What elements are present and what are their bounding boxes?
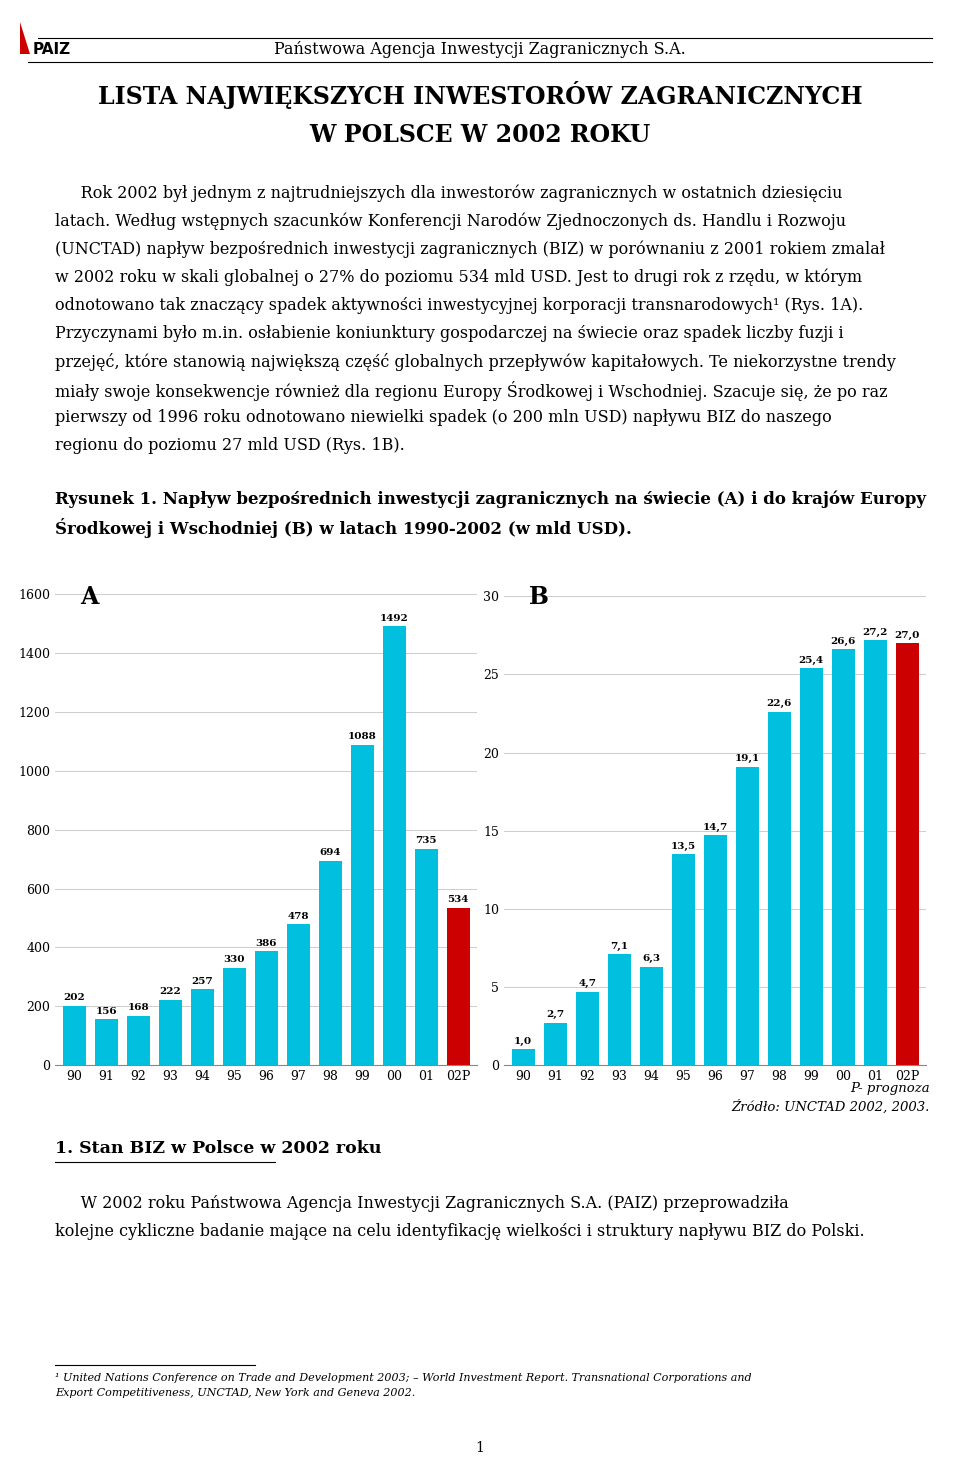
- Bar: [896, 644, 919, 1064]
- Text: A: A: [81, 585, 99, 608]
- Text: odnotowano tak znaczący spadek aktywności inwestycyjnej korporacji transnarodowy: odnotowano tak znaczący spadek aktywnośc…: [55, 298, 863, 314]
- Text: 1. Stan BIZ w Polsce w 2002 roku: 1. Stan BIZ w Polsce w 2002 roku: [55, 1141, 381, 1157]
- Text: 1492: 1492: [380, 614, 409, 623]
- Bar: [576, 991, 599, 1064]
- Text: 202: 202: [63, 992, 85, 1003]
- Text: B: B: [529, 585, 549, 608]
- Text: P- prognoza: P- prognoza: [851, 1082, 930, 1095]
- Bar: [704, 836, 727, 1064]
- Bar: [608, 954, 631, 1064]
- Text: 257: 257: [191, 976, 213, 985]
- Text: 25,4: 25,4: [799, 655, 824, 664]
- Bar: [383, 626, 406, 1064]
- Bar: [415, 849, 438, 1064]
- Text: przejęć, które stanowią największą część globalnych przepływów kapitałowych. Te : przejęć, które stanowią największą część…: [55, 353, 896, 371]
- Text: W 2002 roku Państwowa Agencja Inwestycji Zagranicznych S.A. (PAIZ) przeprowadził: W 2002 roku Państwowa Agencja Inwestycji…: [55, 1195, 789, 1212]
- Text: regionu do poziomu 27 mld USD (Rys. 1B).: regionu do poziomu 27 mld USD (Rys. 1B).: [55, 437, 405, 454]
- Text: Środkowej i Wschodniej (B) w latach 1990-2002 (w mld USD).: Środkowej i Wschodniej (B) w latach 1990…: [55, 517, 632, 538]
- Text: (UNCTAD) napływ bezpośrednich inwestycji zagranicznych (BIZ) w porównaniu z 2001: (UNCTAD) napływ bezpośrednich inwestycji…: [55, 240, 885, 258]
- Bar: [191, 990, 214, 1064]
- Text: 1,0: 1,0: [515, 1036, 532, 1045]
- Text: 386: 386: [255, 938, 276, 949]
- Bar: [672, 855, 695, 1064]
- Bar: [95, 1019, 118, 1064]
- Polygon shape: [20, 22, 30, 54]
- Text: PAIZ: PAIZ: [33, 43, 71, 57]
- Bar: [639, 966, 662, 1064]
- Text: 1: 1: [475, 1441, 485, 1454]
- Text: 222: 222: [159, 987, 181, 997]
- Text: 168: 168: [128, 1003, 149, 1012]
- Text: 534: 534: [447, 896, 468, 905]
- Bar: [864, 641, 887, 1064]
- Bar: [287, 925, 310, 1064]
- Text: 735: 735: [416, 836, 437, 846]
- Text: 6,3: 6,3: [642, 954, 660, 963]
- Text: 22,6: 22,6: [766, 699, 792, 708]
- Bar: [158, 1000, 181, 1064]
- Text: 4,7: 4,7: [578, 979, 596, 988]
- Text: Państwowa Agencja Inwestycji Zagranicznych S.A.: Państwowa Agencja Inwestycji Zagraniczny…: [275, 41, 685, 59]
- Text: 19,1: 19,1: [734, 754, 759, 764]
- Bar: [446, 907, 469, 1064]
- Text: w 2002 roku w skali globalnej o 27% do poziomu 534 mld USD. Jest to drugi rok z : w 2002 roku w skali globalnej o 27% do p…: [55, 268, 862, 286]
- Text: Źródło: UNCTAD 2002, 2003.: Źródło: UNCTAD 2002, 2003.: [732, 1100, 930, 1114]
- Bar: [831, 649, 854, 1064]
- Text: 27,2: 27,2: [862, 627, 888, 636]
- Bar: [735, 767, 758, 1064]
- Bar: [319, 861, 342, 1064]
- Bar: [768, 712, 791, 1064]
- Text: LISTA NAJWIĘKSZYCH INWESTORÓW ZAGRANICZNYCH: LISTA NAJWIĘKSZYCH INWESTORÓW ZAGRANICZN…: [98, 81, 862, 108]
- Text: 26,6: 26,6: [830, 636, 856, 647]
- Text: 7,1: 7,1: [611, 941, 628, 950]
- Text: ¹ United Nations Conference on Trade and Development 2003; – World Investment Re: ¹ United Nations Conference on Trade and…: [55, 1374, 752, 1382]
- Text: Export Competitiveness, UNCTAD, New York and Geneva 2002.: Export Competitiveness, UNCTAD, New York…: [55, 1388, 416, 1399]
- Text: 14,7: 14,7: [703, 822, 728, 831]
- Text: Rok 2002 był jednym z najtrudniejszych dla inwestorów zagranicznych w ostatnich : Rok 2002 był jednym z najtrudniejszych d…: [55, 185, 843, 202]
- Bar: [543, 1023, 566, 1064]
- Bar: [512, 1050, 535, 1064]
- Bar: [350, 745, 373, 1064]
- Text: kolejne cykliczne badanie mające na celu identyfikację wielkości i struktury nap: kolejne cykliczne badanie mające na celu…: [55, 1223, 865, 1240]
- Text: 1088: 1088: [348, 733, 376, 742]
- Text: 478: 478: [287, 912, 309, 921]
- Text: 156: 156: [95, 1007, 117, 1016]
- Text: 13,5: 13,5: [671, 841, 696, 850]
- Bar: [800, 668, 823, 1064]
- Text: pierwszy od 1996 roku odnotowano niewielki spadek (o 200 mln USD) napływu BIZ do: pierwszy od 1996 roku odnotowano niewiel…: [55, 409, 831, 427]
- Text: 2,7: 2,7: [546, 1010, 564, 1019]
- Bar: [254, 951, 277, 1064]
- Text: W POLSCE W 2002 ROKU: W POLSCE W 2002 ROKU: [309, 123, 651, 147]
- Text: Przyczynami było m.in. osłabienie koniunktury gospodarczej na świecie oraz spade: Przyczynami było m.in. osłabienie koniun…: [55, 325, 844, 342]
- Text: miały swoje konsekwencje również dla regionu Europy Środkowej i Wschodniej. Szac: miały swoje konsekwencje również dla reg…: [55, 381, 888, 402]
- Text: 330: 330: [224, 956, 245, 965]
- Text: 694: 694: [320, 849, 341, 858]
- Text: Rysunek 1. Napływ bezpośrednich inwestycji zagranicznych na świecie (A) i do kra: Rysunek 1. Napływ bezpośrednich inwestyc…: [55, 490, 926, 507]
- Text: latach. Według wstępnych szacunków Konferencji Narodów Zjednoczonych ds. Handlu : latach. Według wstępnych szacunków Konfe…: [55, 213, 846, 230]
- Bar: [127, 1016, 150, 1064]
- Text: 27,0: 27,0: [895, 630, 920, 639]
- Bar: [62, 1006, 85, 1064]
- Polygon shape: [18, 21, 38, 56]
- Bar: [223, 968, 246, 1064]
